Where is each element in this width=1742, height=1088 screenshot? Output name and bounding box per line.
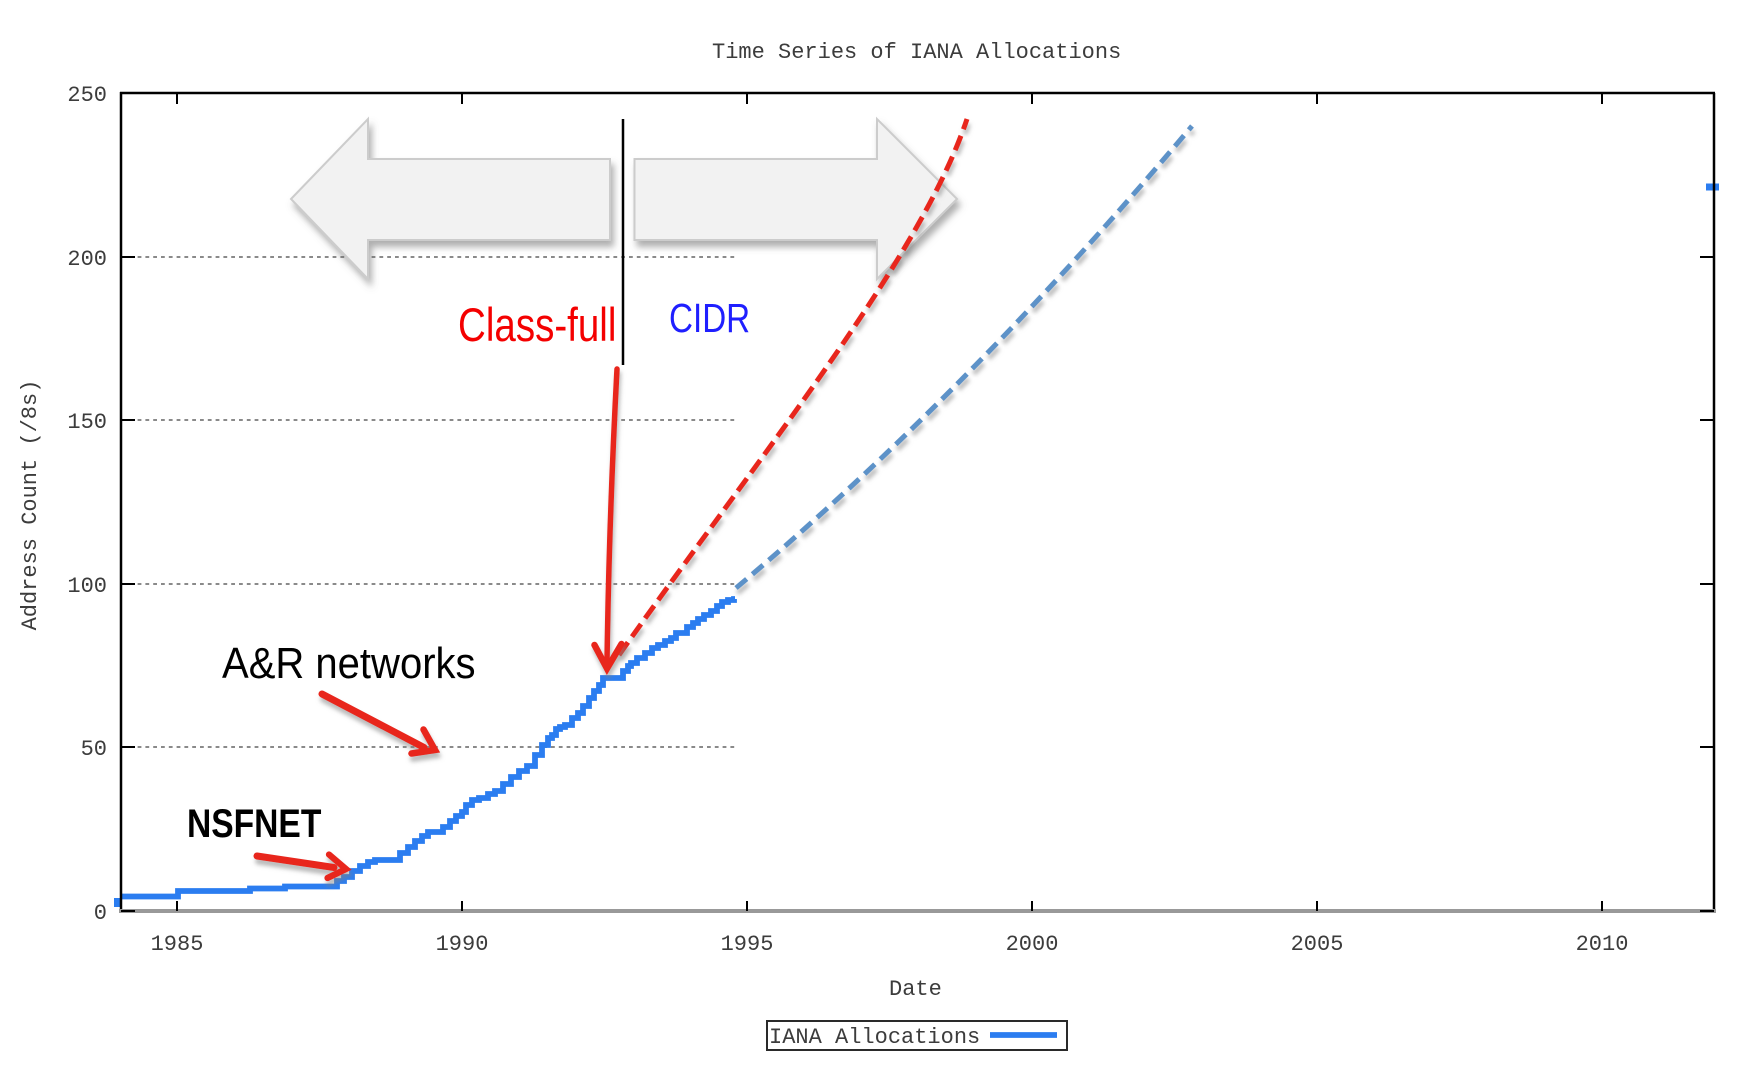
svg-text:100: 100: [67, 574, 107, 599]
svg-text:1985: 1985: [151, 932, 204, 957]
svg-text:200: 200: [67, 247, 107, 272]
svg-text:IANA Allocations: IANA Allocations: [769, 1025, 980, 1050]
svg-text:2000: 2000: [1006, 932, 1059, 957]
svg-text:0: 0: [94, 901, 107, 926]
svg-text:2005: 2005: [1291, 932, 1344, 957]
svg-text:Class-full: Class-full: [458, 299, 616, 351]
svg-text:2010: 2010: [1576, 932, 1629, 957]
svg-text:50: 50: [81, 737, 107, 762]
svg-text:1990: 1990: [436, 932, 489, 957]
svg-text:150: 150: [67, 410, 107, 435]
svg-text:A&R networks: A&R networks: [222, 638, 476, 687]
svg-text:Address Count (/8s): Address Count (/8s): [18, 380, 43, 631]
svg-text:1995: 1995: [721, 932, 774, 957]
svg-text:250: 250: [67, 83, 107, 108]
svg-text:Date: Date: [889, 977, 942, 1002]
svg-text:CIDR: CIDR: [669, 295, 750, 341]
svg-text:Time Series of IANA Allocation: Time Series of IANA Allocations: [712, 40, 1121, 65]
svg-text:NSFNET: NSFNET: [187, 801, 322, 845]
